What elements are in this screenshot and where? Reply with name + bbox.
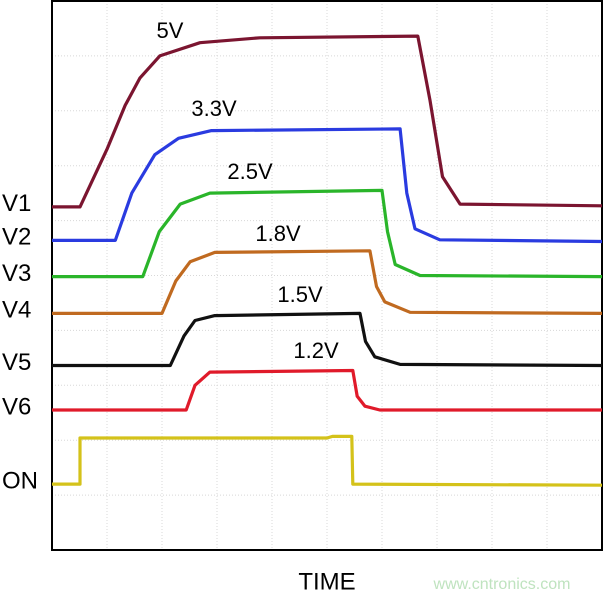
legend-label: ON xyxy=(2,467,38,494)
trace xyxy=(52,434,603,487)
watermark: www.cntronics.com xyxy=(433,576,571,593)
level-annotation: 1.8V xyxy=(255,221,301,246)
level-annotation: 2.5V xyxy=(227,159,273,184)
legend-label: V1 xyxy=(2,190,31,217)
level-annotation: 3.3V xyxy=(191,96,237,121)
legend-label: V6 xyxy=(2,393,31,420)
trace xyxy=(52,368,602,412)
legend-label: V3 xyxy=(2,260,31,287)
x-axis-label: TIME xyxy=(298,568,355,595)
legend-label: V2 xyxy=(2,224,31,251)
level-annotation: 1.5V xyxy=(277,282,323,307)
legend-label: V5 xyxy=(2,349,31,376)
legend-label: V4 xyxy=(2,297,31,324)
trace xyxy=(52,34,603,209)
trace xyxy=(52,311,603,368)
trace xyxy=(52,127,603,244)
trace xyxy=(52,188,603,279)
level-annotation: 1.2V xyxy=(293,338,339,363)
level-annotation: 5V xyxy=(157,18,184,43)
trace xyxy=(52,249,603,315)
